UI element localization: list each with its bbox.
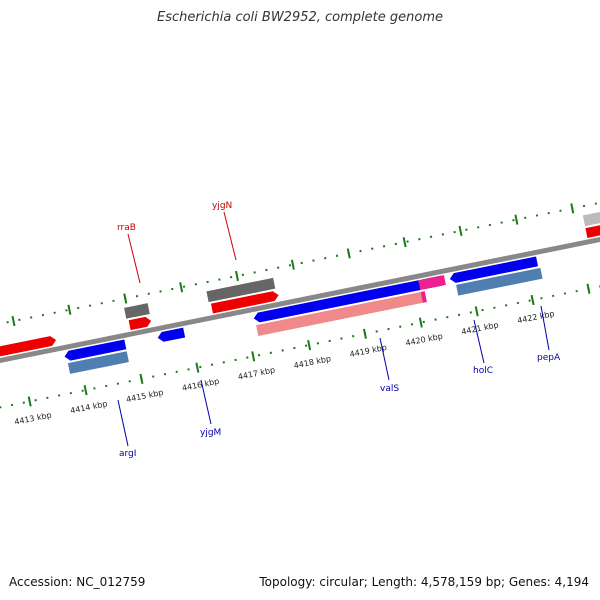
gene-label-pepA[interactable]: pepA — [537, 353, 561, 363]
cds-arrow[interactable] — [128, 316, 153, 331]
cds-arrow[interactable] — [253, 280, 421, 323]
gene-label-valS[interactable]: valS — [380, 384, 399, 394]
rna-block[interactable] — [256, 291, 425, 336]
feature-block[interactable] — [206, 277, 276, 303]
tick-label: 4421 kbp — [461, 320, 500, 336]
genome-summary-text: Topology: circular; Length: 4,578,159 bp… — [259, 575, 589, 589]
callout-line-argI — [117, 399, 129, 447]
feature-block[interactable] — [456, 267, 543, 296]
gene-label-holC[interactable]: holC — [473, 366, 493, 376]
tick-label: 4420 kbp — [405, 332, 444, 348]
cds-arrow[interactable] — [210, 290, 280, 314]
tick-label: 4418 kbp — [293, 354, 332, 370]
callout-line-yjgM — [200, 379, 212, 425]
callout-line-yjgN — [223, 211, 237, 261]
gene-labels: rraB yjgN argI yjgM valS holC pepA — [117, 201, 561, 459]
callout-line-rraB — [127, 233, 141, 284]
tick-label: 4413 kbp — [14, 410, 53, 426]
accession-text: Accession: NC_012759 — [9, 575, 146, 589]
bottom-track-guide — [0, 265, 600, 426]
cds-arrow[interactable] — [449, 256, 539, 283]
bottom-major-ticks — [27, 283, 591, 407]
cds-arrow[interactable] — [585, 218, 600, 238]
tick-label: 4415 kbp — [125, 388, 164, 404]
gene-label-rraB[interactable]: rraB — [117, 223, 136, 233]
top-major-ticks — [11, 203, 575, 327]
callout-line-valS — [379, 337, 390, 381]
cds-arrow[interactable] — [0, 335, 57, 368]
forward-strand-features — [0, 209, 600, 368]
gene-callouts — [117, 211, 550, 447]
gene-label-argI[interactable]: argI — [119, 449, 136, 459]
feature-block[interactable] — [124, 303, 150, 319]
callout-line-pepA — [540, 305, 550, 351]
reverse-strand-features — [64, 256, 543, 374]
tick-label: 4414 kbp — [70, 399, 109, 415]
gene-label-yjgM[interactable]: yjgM — [200, 428, 221, 438]
gene-label-yjgN[interactable]: yjgN — [212, 201, 232, 211]
cds-arrow[interactable] — [157, 327, 186, 343]
feature-block[interactable] — [67, 351, 129, 374]
top-track-guide — [0, 184, 600, 345]
callout-line-holC — [473, 319, 485, 364]
tick-label: 4422 kbp — [517, 309, 556, 325]
overlap-block[interactable] — [418, 275, 446, 291]
feature-block[interactable] — [582, 209, 600, 227]
cds-arrow[interactable] — [64, 339, 127, 361]
tick-label: 4416 kbp — [181, 377, 220, 393]
genome-backbone — [0, 218, 600, 382]
rna-block-overlap[interactable] — [420, 291, 427, 303]
map-title: Escherichia coli BW2952, complete genome — [157, 10, 443, 25]
tick-label: 4417 kbp — [237, 365, 276, 381]
